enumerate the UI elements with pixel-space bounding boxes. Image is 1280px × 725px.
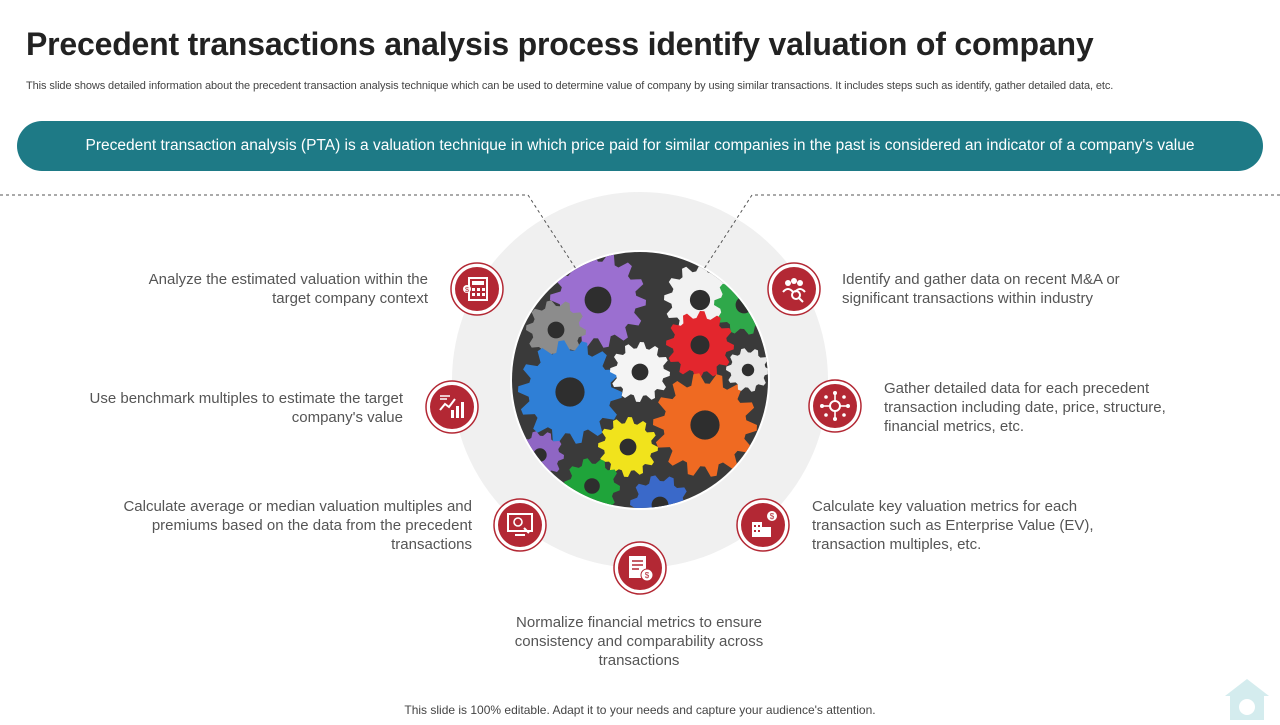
growth-chart-icon: [425, 380, 479, 434]
gear-hole: [631, 363, 649, 381]
definition-banner: Precedent transaction analysis (PTA) is …: [17, 121, 1263, 171]
gear-hole: [584, 478, 600, 494]
building-dollar-icon: $: [736, 498, 790, 552]
gear-hole: [533, 448, 547, 462]
footer-note: This slide is 100% editable. Adapt it to…: [404, 703, 876, 717]
svg-text:$: $: [465, 287, 469, 294]
svg-text:$: $: [645, 571, 650, 580]
step-calculate-metrics-text: Calculate key valuation metrics for each…: [812, 498, 1094, 553]
step-normalize-text: Normalize financial metrics to ensure co…: [514, 614, 764, 669]
gear-hole: [619, 438, 637, 456]
dashed-connector-right: [701, 194, 1280, 273]
data-network-icon: [808, 379, 862, 433]
gear-hole: [741, 363, 755, 377]
gear-hole: [735, 296, 753, 314]
dashed-connector-left: [0, 194, 579, 273]
gear-hole: [690, 335, 710, 355]
step-identify-text: Identify and gather data on recent M&A o…: [842, 271, 1120, 307]
gear-hole: [555, 377, 585, 407]
svg-text:$: $: [770, 512, 775, 521]
monitor-analysis-icon: [493, 498, 547, 552]
people-search-icon: [767, 262, 821, 316]
gear-hole: [547, 321, 565, 339]
page-title: Precedent transactions analysis process …: [26, 26, 1094, 62]
step-analyze-text: Analyze the estimated valuation within t…: [148, 271, 428, 307]
gear-hole: [651, 496, 669, 508]
page-subtitle: This slide shows detailed information ab…: [26, 80, 1114, 92]
valuation-calculator-icon: $: [450, 262, 504, 316]
step-gather-text: Gather detailed data for each precedent …: [884, 380, 1166, 435]
gear-hole: [584, 286, 612, 314]
step-benchmark-text: Use benchmark multiples to estimate the …: [89, 390, 403, 426]
gear-hole: [689, 289, 711, 311]
step-calculate-multiples-text: Calculate average or median valuation mu…: [123, 498, 472, 553]
banner-text: Precedent transaction analysis (PTA) is …: [85, 137, 1195, 154]
gear-hole: [690, 410, 720, 440]
document-dollar-icon: $: [613, 541, 667, 595]
home-icon: [1222, 676, 1272, 720]
